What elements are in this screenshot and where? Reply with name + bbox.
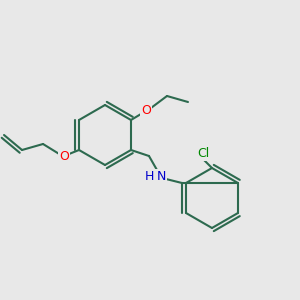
Text: O: O bbox=[59, 149, 69, 163]
Text: Cl: Cl bbox=[197, 146, 209, 160]
Text: O: O bbox=[141, 104, 151, 118]
Text: H: H bbox=[144, 170, 154, 184]
Text: N: N bbox=[156, 170, 166, 184]
